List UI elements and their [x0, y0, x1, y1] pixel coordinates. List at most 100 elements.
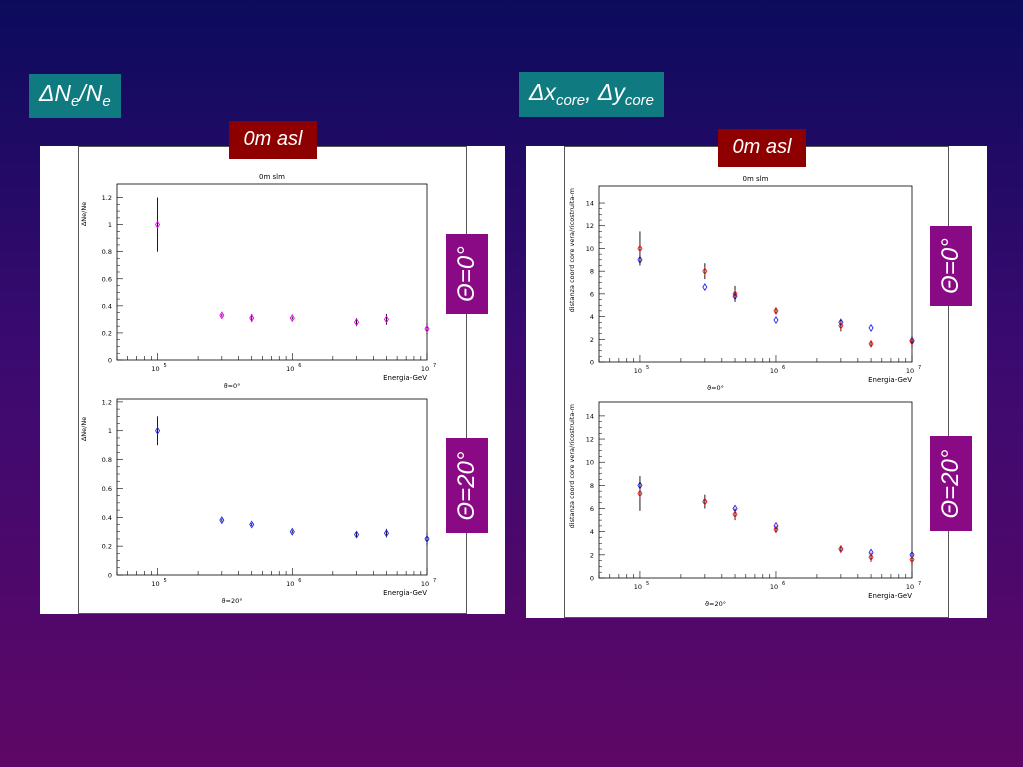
data-point	[383, 529, 389, 538]
x-axis-label: Energia-GeV	[383, 589, 427, 597]
data-point	[249, 313, 255, 323]
x-tick-exponent: 5	[164, 578, 167, 584]
x-tick-exponent: 5	[164, 363, 167, 369]
y-tick-label: 6	[590, 505, 594, 513]
y-tick-label: 0	[108, 357, 112, 365]
y-tick-label: 1.2	[102, 194, 112, 202]
data-point	[732, 510, 738, 519]
y-tick-label: 0.8	[102, 456, 112, 464]
right-plot-panel: 0m slm 0 2 4 6 8 10 12 14 10 5 10 6 10 7 Energia-GeV ϑ=0…	[526, 146, 987, 618]
x-tick-label: 10	[421, 580, 429, 588]
y-tick-label: 0.4	[102, 302, 112, 310]
data-point	[702, 497, 708, 506]
y-tick-label: 14	[586, 200, 594, 208]
x-tick-label: 10	[634, 583, 642, 591]
x-tick-exponent: 5	[646, 365, 649, 371]
title-delta-ne: ΔNe/Ne	[29, 74, 121, 118]
y-tick-label: 10	[586, 459, 594, 467]
y-tick-label: 12	[586, 436, 594, 444]
y-tick-label: 1	[108, 221, 112, 229]
x-tick-label: 10	[286, 580, 294, 588]
data-point	[219, 311, 225, 320]
theta-text: Θ=0°	[453, 246, 480, 302]
x-axis-label: Energia-GeV	[868, 592, 912, 600]
y-tick-label: 0	[590, 575, 594, 583]
data-point	[838, 321, 844, 330]
x-tick-label: 10	[906, 583, 914, 591]
data-point	[909, 555, 915, 564]
data-point	[155, 426, 161, 435]
angle-label: ϑ=20°	[222, 597, 243, 605]
y-tick-label: 0.6	[102, 485, 112, 493]
x-tick-exponent: 7	[918, 365, 921, 371]
theta-text: Θ=20°	[453, 451, 480, 520]
data-point	[637, 244, 643, 253]
title-text: ΔN	[39, 80, 72, 106]
plot-frame	[598, 185, 913, 363]
plot-frame	[116, 183, 428, 361]
plot-frame	[598, 401, 913, 579]
y-tick-label: 0.2	[102, 329, 112, 337]
x-tick-exponent: 7	[433, 363, 436, 369]
x-tick-label: 10	[286, 365, 294, 373]
y-tick-label: 0.2	[102, 543, 112, 551]
data-point	[155, 220, 161, 229]
angle-label: ϑ=0°	[707, 384, 724, 392]
y-tick-label: 6	[590, 290, 594, 298]
data-point	[909, 337, 915, 346]
data-point	[424, 534, 430, 543]
data-point	[354, 318, 360, 327]
x-axis-label: Energia-GeV	[868, 376, 912, 384]
y-tick-label: 14	[586, 412, 594, 420]
x-tick-label: 10	[770, 583, 778, 591]
x-axis-label: Energia-GeV	[383, 374, 427, 382]
y-tick-label: 0.8	[102, 248, 112, 256]
data-point	[773, 306, 779, 315]
theta-text: Θ=20°	[937, 449, 964, 518]
title-sub: core	[555, 92, 586, 109]
data-point	[219, 516, 225, 525]
data-point	[289, 313, 295, 323]
data-point	[732, 289, 738, 298]
data-point	[702, 267, 708, 276]
title-sub: core	[624, 92, 655, 109]
x-tick-exponent: 6	[782, 365, 785, 371]
data-point	[868, 323, 874, 332]
x-tick-label: 10	[906, 367, 914, 375]
data-point	[383, 315, 389, 324]
title-text: /N	[79, 80, 103, 106]
y-tick-label: 2	[590, 336, 594, 344]
y-tick-label: 1.2	[102, 398, 112, 406]
data-point	[773, 315, 779, 325]
x-tick-label: 10	[770, 367, 778, 375]
chart-ne-20: 0 0.2 0.4 0.6 0.8 1 1.2 10 5 10 6 10 7 Energia-GeV ϑ=2…	[80, 398, 436, 605]
theta-0-label-right: Θ=0°	[930, 226, 972, 306]
chart-core-20: 0 2 4 6 8 10 12 14 10 5 10 6 10 7 Energia-GeV ϑ=20° dist…	[568, 401, 921, 608]
x-tick-exponent: 5	[646, 581, 649, 587]
y-tick-label: 2	[590, 551, 594, 559]
plot-title: 0m slm	[743, 175, 769, 183]
angle-label: ϑ=20°	[705, 600, 726, 608]
data-point	[868, 553, 874, 562]
title-delta-core: Δxcore, Δycore	[519, 72, 665, 117]
y-tick-label: 0	[590, 359, 594, 367]
x-tick-exponent: 6	[298, 578, 301, 584]
x-tick-label: 10	[634, 367, 642, 375]
right-plot-canvas	[564, 146, 949, 618]
left-plot-canvas	[78, 146, 467, 614]
chart-ne-0: 0m slm 0 0.2 0.4 0.6 0.8 1 1.2 10 5 10 6 10 7 Energia-…	[80, 173, 436, 390]
data-point	[838, 545, 844, 554]
theta-0-label-left: Θ=0°	[446, 234, 488, 314]
right-plot-svg: 0m slm 0 2 4 6 8 10 12 14 10 5 10 6 10 7 Energia-GeV ϑ=0…	[568, 175, 921, 608]
y-tick-label: 1	[108, 427, 112, 435]
y-tick-label: 0.6	[102, 275, 112, 283]
plot-frame	[116, 398, 428, 576]
data-point	[354, 530, 360, 539]
y-tick-label: 0	[108, 572, 112, 580]
chart-core-0: 0m slm 0 2 4 6 8 10 12 14 10 5 10 6 10 7 Energia-GeV ϑ=0…	[568, 175, 921, 392]
x-tick-label: 10	[421, 365, 429, 373]
x-tick-exponent: 7	[433, 578, 436, 584]
data-point	[702, 283, 708, 292]
x-tick-label: 10	[151, 580, 159, 588]
y-tick-label: 8	[590, 268, 594, 276]
